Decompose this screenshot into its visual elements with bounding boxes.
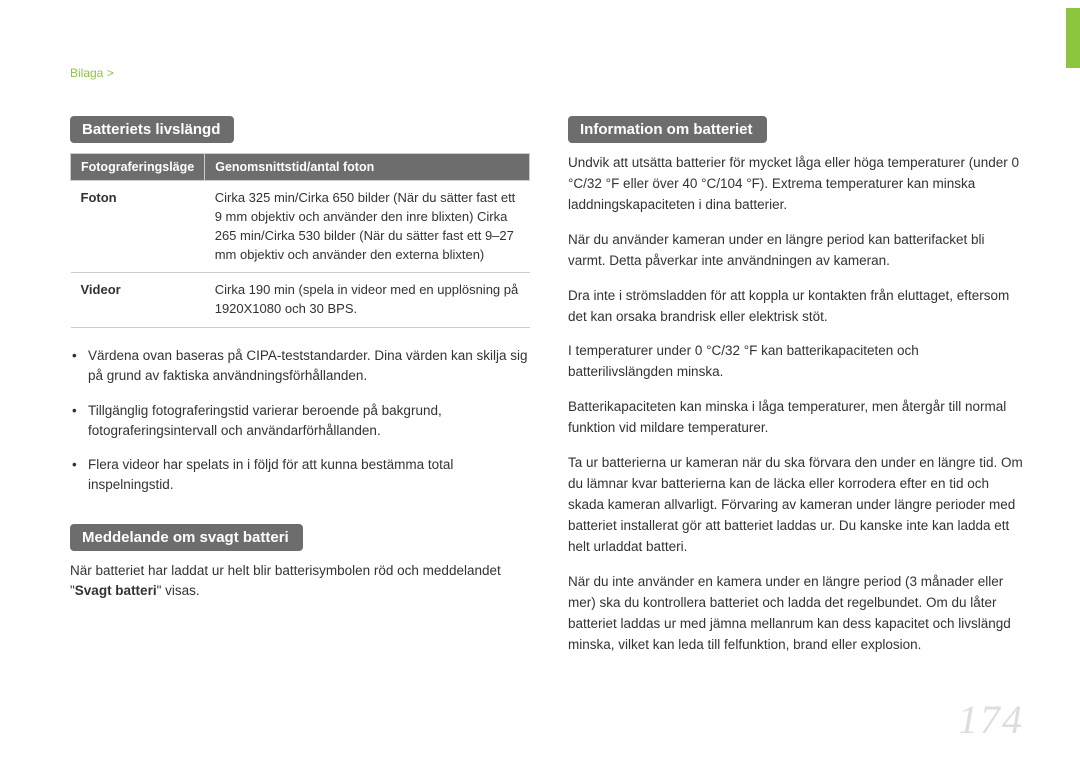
section-tab xyxy=(1066,8,1080,68)
info-paragraph: I temperaturer under 0 °C/32 °F kan batt… xyxy=(568,341,1024,383)
breadcrumb-label: Bilaga xyxy=(70,66,103,80)
page-number: 174 xyxy=(958,696,1024,743)
row-value: Cirka 325 min/Cirka 650 bilder (När du s… xyxy=(205,181,530,273)
low-battery-suffix: " visas. xyxy=(157,583,200,598)
table-header-avg: Genomsnittstid/antal foton xyxy=(205,154,530,181)
table-row: Videor Cirka 190 min (spela in videor me… xyxy=(71,273,530,328)
heading-low-battery: Meddelande om svagt batteri xyxy=(70,524,303,551)
table-row: Foton Cirka 325 min/Cirka 650 bilder (Nä… xyxy=(71,181,530,273)
list-item: Flera videor har spelats in i följd för … xyxy=(88,455,530,496)
left-column: Batteriets livslängd Fotograferingsläge … xyxy=(70,116,530,669)
info-paragraph: När du inte använder en kamera under en … xyxy=(568,572,1024,656)
breadcrumb: Bilaga > xyxy=(70,66,1024,80)
low-battery-text: När batteriet har laddat ur helt blir ba… xyxy=(70,561,530,602)
battery-spec-table: Fotograferingsläge Genomsnittstid/antal … xyxy=(70,153,530,328)
heading-battery-life: Batteriets livslängd xyxy=(70,116,234,143)
list-item: Tillgänglig fotograferingstid varierar b… xyxy=(88,401,530,442)
row-value: Cirka 190 min (spela in videor med en up… xyxy=(205,273,530,328)
heading-battery-info: Information om batteriet xyxy=(568,116,767,143)
row-label: Videor xyxy=(71,273,205,328)
page-content: Bilaga > Batteriets livslängd Fotografer… xyxy=(0,0,1080,709)
list-item: Värdena ovan baseras på CIPA-teststandar… xyxy=(88,346,530,387)
info-paragraph: Undvik att utsätta batterier för mycket … xyxy=(568,153,1024,216)
row-label: Foton xyxy=(71,181,205,273)
low-battery-bold: Svagt batteri xyxy=(75,583,157,598)
table-header-mode: Fotograferingsläge xyxy=(71,154,205,181)
breadcrumb-sep: > xyxy=(107,66,114,80)
info-paragraph: När du använder kameran under en längre … xyxy=(568,230,1024,272)
notes-list: Värdena ovan baseras på CIPA-teststandar… xyxy=(70,346,530,496)
right-column: Information om batteriet Undvik att utsä… xyxy=(568,116,1024,669)
info-paragraph: Dra inte i strömsladden för att koppla u… xyxy=(568,286,1024,328)
info-paragraph: Batterikapaciteten kan minska i låga tem… xyxy=(568,397,1024,439)
info-paragraph: Ta ur batterierna ur kameran när du ska … xyxy=(568,453,1024,558)
two-column-layout: Batteriets livslängd Fotograferingsläge … xyxy=(70,116,1024,669)
